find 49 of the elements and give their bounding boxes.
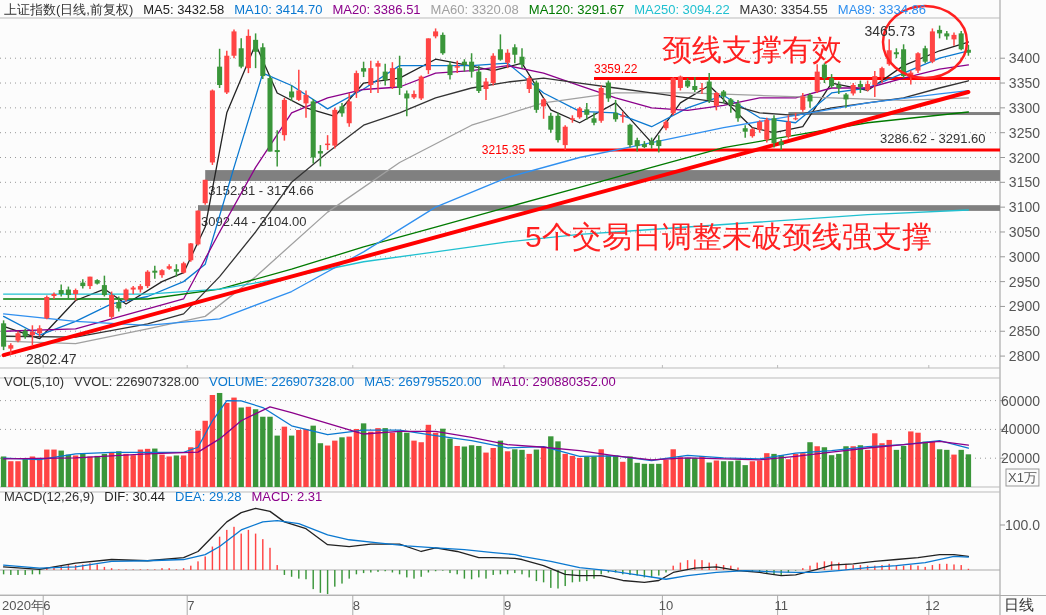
text: MACD: 2.31 [251, 489, 323, 504]
text: MA20: 3386.51 [332, 2, 421, 17]
band-label: 3286.62 - 3291.60 [880, 131, 986, 146]
chart-title: VOL(5,10) [4, 374, 64, 389]
annotation: 颈线支撑有效 [662, 33, 842, 67]
text: MA5: 3432.58 [143, 2, 225, 17]
y-tick-label: 60000 [1001, 392, 1041, 409]
text: X1万 [1008, 470, 1037, 485]
x-tick-label: 10 [658, 598, 674, 613]
y-tick-label: 2950 [1008, 273, 1041, 290]
y-tick-label: 3000 [1008, 248, 1041, 265]
x-tick-label: 7 [187, 598, 195, 613]
x-tick-label: 8 [352, 598, 361, 613]
text: MA250: 3094.22 [634, 2, 730, 17]
text: 日线 [1004, 596, 1034, 613]
y-tick-label: 3350 [1008, 75, 1041, 92]
chart-title: MACD(12,26,9) [4, 489, 95, 504]
text: MA60: 3320.08 [430, 2, 519, 17]
text: 2020年 [2, 598, 44, 613]
x-tick-label: 12 [925, 598, 940, 613]
text: MA5: 269795520.00 [364, 374, 482, 389]
y-tick-label: 3300 [1008, 99, 1041, 116]
text: MA10: 3414.70 [234, 2, 323, 17]
y-tick-label: 2850 [1008, 323, 1041, 340]
annotation: VOLUME: 226907328.00 [209, 374, 355, 389]
text: MA30: 3354.55 [739, 2, 828, 17]
y-tick-label: 20000 [1001, 450, 1041, 467]
y-tick-label: 3050 [1008, 223, 1041, 240]
y-tick-label: 2900 [1008, 298, 1041, 315]
y-tick-label: 3200 [1008, 149, 1041, 166]
x-tick-label: 6 [43, 598, 51, 613]
x-tick-label: 11 [774, 598, 788, 613]
annotation: VVOL: 226907328.00 [73, 374, 200, 389]
y-tick-label: 2800 [1008, 348, 1041, 365]
x-tick-label: 9 [503, 598, 512, 613]
y-tick-label: 3250 [1008, 124, 1041, 141]
y-tick-label: 3400 [1008, 50, 1041, 67]
text: DIF: 30.44 [104, 489, 166, 504]
chart-title: 上证指数(日线,前复权) [4, 2, 134, 17]
y-tick-label: 40000 [1001, 421, 1041, 438]
annotation: 2802.47 [26, 351, 77, 367]
ref-line-label: 3215.35 [481, 142, 526, 157]
text: MA120: 3291.67 [528, 2, 625, 17]
y-tick-label: 3150 [1008, 174, 1041, 191]
series-label: DEA: 29.28 [175, 489, 242, 504]
text: 100.0 [1004, 517, 1041, 533]
text: MA10: 290880352.00 [491, 374, 616, 389]
y-tick-label: 3100 [1008, 199, 1041, 216]
ref-line-label: 3359.22 [594, 62, 638, 77]
